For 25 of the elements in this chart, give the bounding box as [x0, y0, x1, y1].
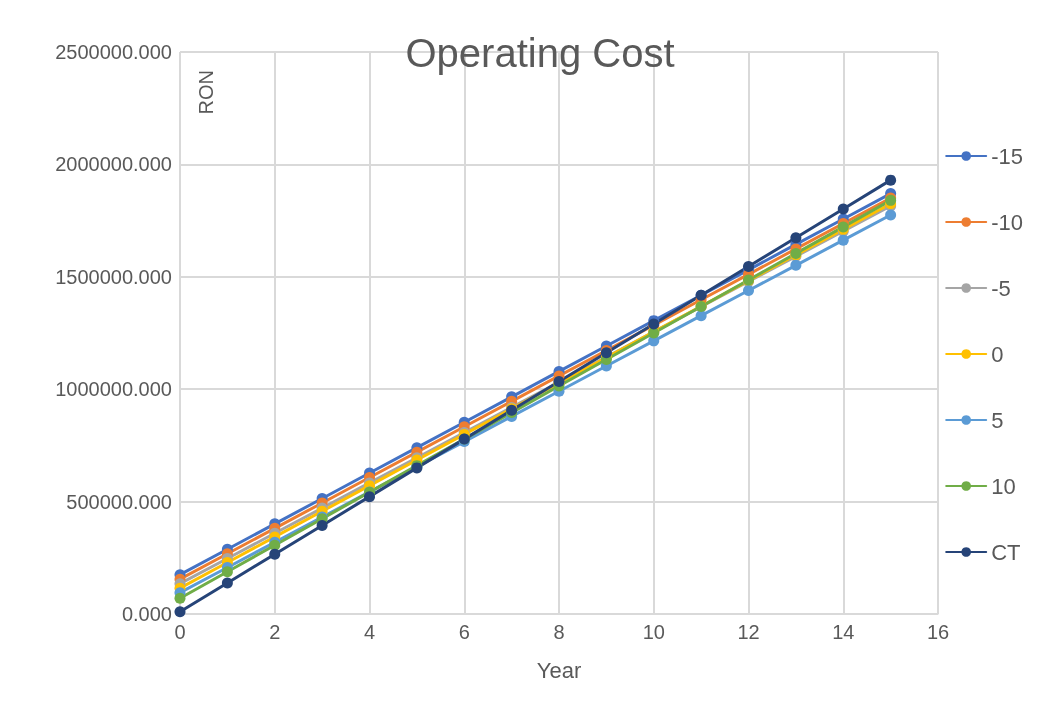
x-tick-label: 8	[553, 621, 565, 643]
x-tick-label: 6	[458, 621, 470, 643]
chart-title: Operating Cost	[405, 31, 675, 75]
x-tick-label: 2	[269, 621, 281, 643]
legend-label: -10	[991, 209, 1023, 235]
legend-label: CT	[991, 539, 1021, 565]
legend-label: 5	[991, 407, 1004, 433]
x-tick-label: 4	[363, 621, 376, 643]
y-tick-label: 0.000	[121, 603, 172, 625]
x-tick-label: 10	[642, 621, 665, 643]
y-tick-label: 1500000.000	[55, 265, 172, 288]
legend-label: 0	[991, 341, 1004, 367]
x-tick-label: 0	[174, 621, 186, 643]
x-tick-label: 16	[926, 621, 950, 643]
y-axis-title: RON	[195, 69, 217, 115]
x-tick-label: 12	[737, 621, 760, 643]
y-tick-label: 2000000.000	[55, 153, 172, 176]
legend-label: -15	[991, 143, 1023, 169]
y-tick-label: 1000000.000	[55, 378, 172, 401]
x-tick-label: 14	[832, 621, 855, 643]
legend-label: -5	[991, 275, 1011, 301]
y-tick-label: 500000.000	[66, 490, 172, 513]
x-axis-title: Year	[536, 657, 582, 683]
legend-label: 10	[991, 473, 1016, 499]
y-tick-label: 2500000.000	[55, 41, 172, 63]
